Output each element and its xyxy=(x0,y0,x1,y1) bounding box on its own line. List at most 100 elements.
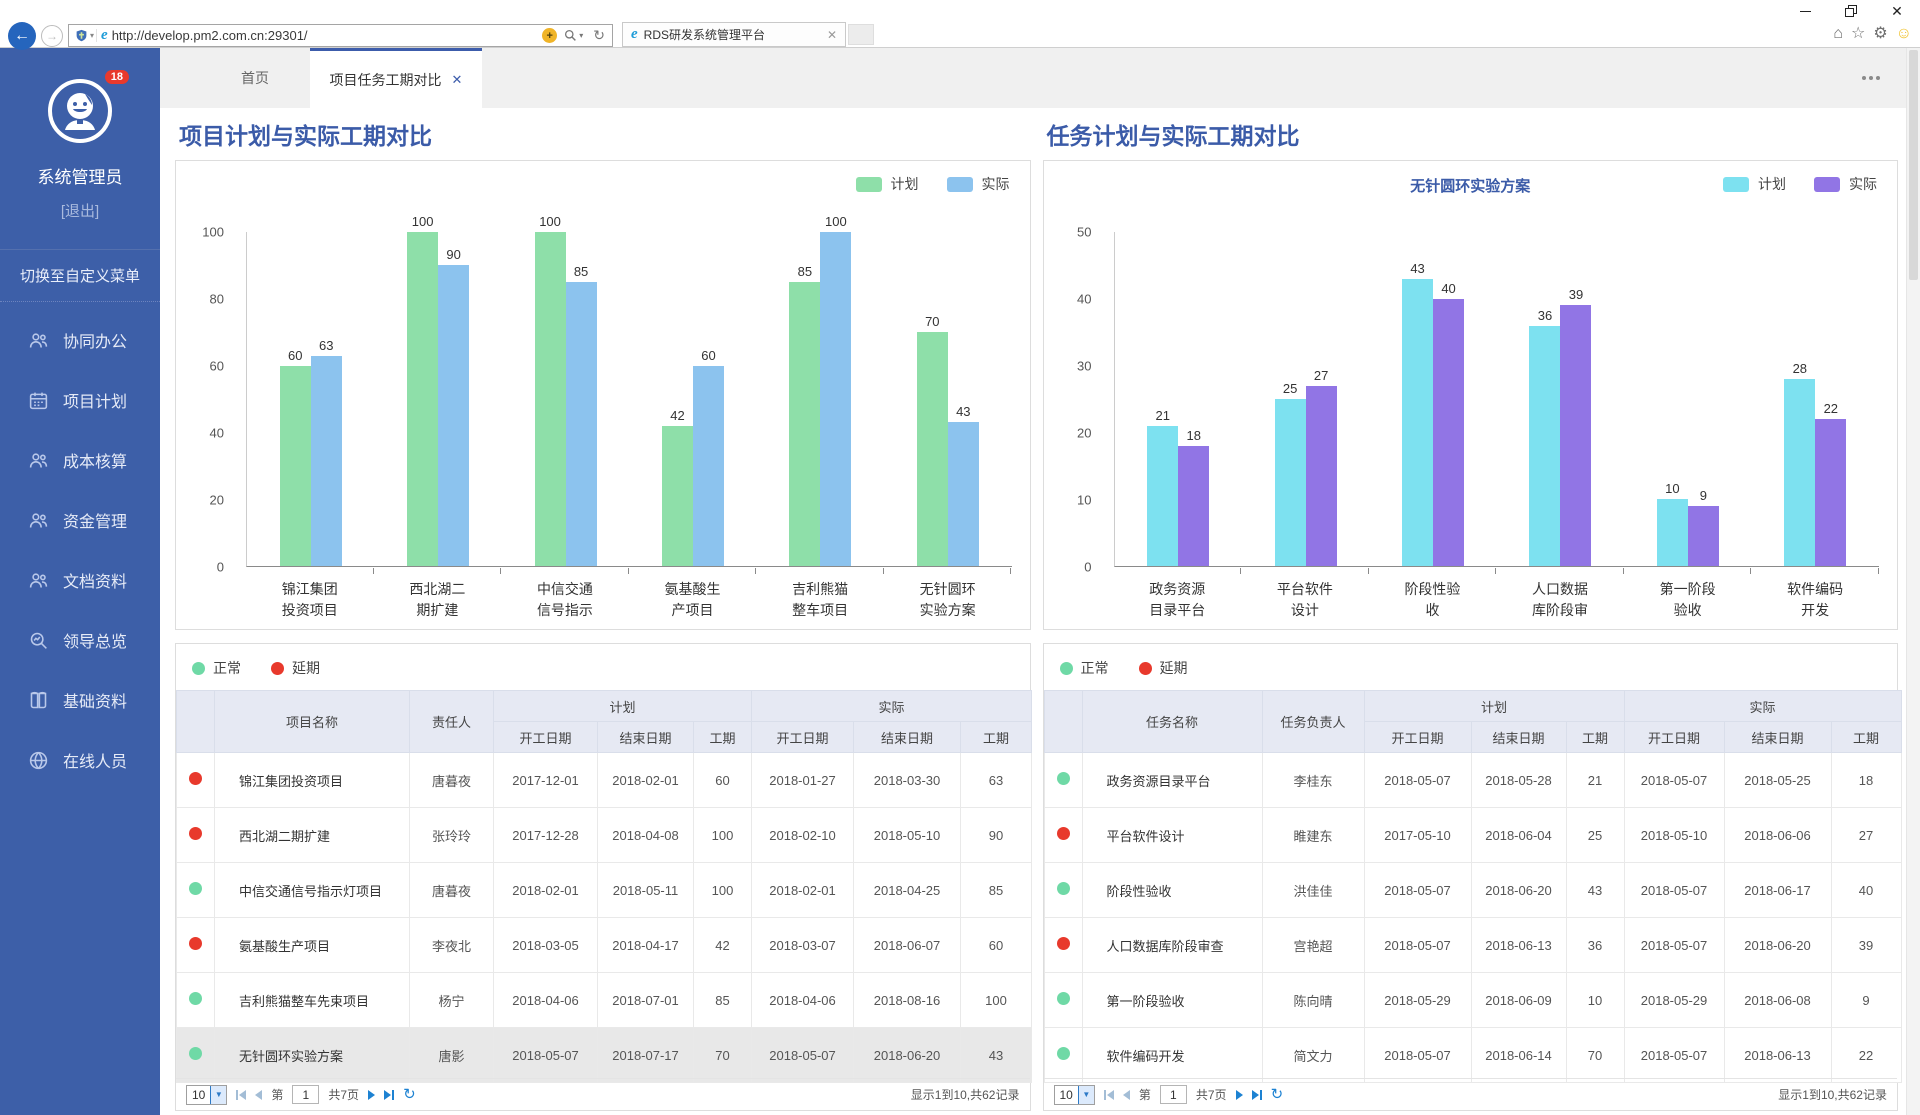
first-page-button[interactable] xyxy=(1104,1090,1114,1100)
sidebar-item-协同办公[interactable]: 协同办公 xyxy=(0,310,160,370)
column-header: 工期 xyxy=(694,722,752,753)
table-row[interactable]: 软件编码开发简文力2018-05-072018-06-14702018-05-0… xyxy=(1044,1028,1901,1083)
table-row[interactable]: 政务资源目录平台李桂东2018-05-072018-05-28212018-05… xyxy=(1044,753,1901,808)
last-page-button[interactable] xyxy=(384,1090,394,1100)
content: 项目计划与实际工期对比 计划实际020406080100606310090100… xyxy=(175,108,1898,1111)
tab-project-task-duration[interactable]: 项目任务工期对比 ✕ xyxy=(310,48,482,108)
next-page-button[interactable] xyxy=(1236,1090,1243,1100)
bar-group: 3639 xyxy=(1497,232,1624,566)
feedback-smiley-icon[interactable]: ☺ xyxy=(1896,26,1912,42)
bar-group: 6063 xyxy=(247,232,374,566)
bar-实际 xyxy=(1688,506,1719,566)
first-page-button[interactable] xyxy=(236,1090,246,1100)
table-row[interactable]: 无针圆环实验方案唐影2018-05-072018-07-17702018-05-… xyxy=(177,1028,1032,1083)
close-window-button[interactable]: ✕ xyxy=(1874,0,1920,22)
value-cell: 36 xyxy=(1566,918,1624,973)
table-row[interactable]: 吉利熊猫整车先束项目杨宁2018-04-062018-07-01852018-0… xyxy=(177,973,1032,1028)
page-size-value: 10 xyxy=(1055,1086,1078,1104)
table-row[interactable]: 第一阶段验收陈向晴2018-05-292018-06-09102018-05-2… xyxy=(1044,973,1901,1028)
refresh-button[interactable]: ↻ xyxy=(590,27,608,44)
browser-tab[interactable]: e RDS研发系统管理平台 ✕ xyxy=(622,22,846,47)
scrollbar-thumb[interactable] xyxy=(1909,50,1918,280)
previous-page-button[interactable] xyxy=(255,1090,262,1100)
y-tick-label: 10 xyxy=(1077,493,1091,508)
value-cell: 李桂东 xyxy=(1262,753,1364,808)
table-row[interactable]: 氨基酸生产项目李夜北2018-03-052018-04-17422018-03-… xyxy=(177,918,1032,973)
sidebar-item-成本核算[interactable]: 成本核算 xyxy=(0,430,160,490)
bar-计划 xyxy=(535,232,566,566)
sidebar-item-领导总览[interactable]: 领导总览 xyxy=(0,610,160,670)
bar-column: 43 xyxy=(1402,232,1433,566)
table-row[interactable]: 西北湖二期扩建张玲玲2017-12-282018-04-081002018-02… xyxy=(177,808,1032,863)
sidebar-item-文档资料[interactable]: 文档资料 xyxy=(0,550,160,610)
table-row[interactable]: 人口数据库阶段审查宫艳超2018-05-072018-06-13362018-0… xyxy=(1044,918,1901,973)
tab-close-icon[interactable]: ✕ xyxy=(827,28,837,42)
bar-实际 xyxy=(1306,386,1337,566)
back-button[interactable]: ← xyxy=(8,22,36,50)
sidebar-item-资金管理[interactable]: 资金管理 xyxy=(0,490,160,550)
name-cell: 西北湖二期扩建 xyxy=(215,808,410,863)
restore-button[interactable] xyxy=(1828,0,1874,22)
bar-value-label: 90 xyxy=(446,247,460,262)
next-page-button[interactable] xyxy=(368,1090,375,1100)
task-table-panel: 正常延期任务名称任务负责人计划实际开工日期结束日期工期开工日期结束日期工期政务资… xyxy=(1043,643,1899,1111)
page-size-select[interactable]: 10▼ xyxy=(1054,1085,1095,1105)
delay-dot-icon xyxy=(189,827,202,840)
page-number-input[interactable] xyxy=(1160,1085,1187,1104)
ie-logo-icon: e xyxy=(101,27,108,44)
table-row[interactable]: 锦江集团投资项目唐暮夜2017-12-012018-02-01602018-01… xyxy=(177,753,1032,808)
value-cell: 100 xyxy=(694,863,752,918)
y-tick-label: 20 xyxy=(210,493,224,508)
value-cell: 43 xyxy=(961,1028,1032,1083)
page-size-select[interactable]: 10▼ xyxy=(186,1085,227,1105)
records-summary: 显示1到10,共62记录 xyxy=(1778,1086,1887,1103)
refresh-table-button[interactable]: ↻ xyxy=(1271,1087,1284,1102)
avatar[interactable]: 18 xyxy=(47,78,113,149)
page-scrollbar[interactable] xyxy=(1906,48,1920,1115)
address-bar[interactable]: ▾ e http://develop.pm2.com.cn:29301/ + ▾… xyxy=(68,24,613,47)
bar-column: 18 xyxy=(1178,232,1209,566)
page-number-input[interactable] xyxy=(292,1085,319,1104)
status-legend-normal: 正常 xyxy=(1060,658,1109,678)
site-shield-button[interactable]: ▾ xyxy=(73,29,97,42)
bar-value-label: 85 xyxy=(798,264,812,279)
tab-close-icon[interactable]: ✕ xyxy=(452,72,463,88)
value-cell: 2018-06-04 xyxy=(1471,808,1566,863)
value-cell: 85 xyxy=(694,973,752,1028)
x-category-label: 阶段性验 收 xyxy=(1369,579,1497,621)
table-row[interactable]: 阶段性验收洪佳佳2018-05-072018-06-20432018-05-07… xyxy=(1044,863,1901,918)
sidebar-item-基础资料[interactable]: 基础资料 xyxy=(0,670,160,730)
bar-value-label: 10 xyxy=(1665,481,1679,496)
value-cell: 2018-05-29 xyxy=(1624,973,1724,1028)
search-button[interactable]: ▾ xyxy=(561,29,586,42)
home-icon[interactable]: ⌂ xyxy=(1833,26,1843,42)
close-icon: ✕ xyxy=(1891,4,1903,18)
tab-home[interactable]: 首页 xyxy=(200,48,310,108)
last-page-button[interactable] xyxy=(1252,1090,1262,1100)
column-header: 开工日期 xyxy=(1364,722,1471,753)
table-row[interactable]: 平台软件设计睢建东2017-05-102018-06-04252018-05-1… xyxy=(1044,808,1901,863)
switch-menu-button[interactable]: 切换至自定义菜单 xyxy=(0,249,160,302)
x-category-label: 人口数据 库阶段审 xyxy=(1496,579,1624,621)
sidebar-item-项目计划[interactable]: 项目计划 xyxy=(0,370,160,430)
legend-label: 计划 xyxy=(1758,174,1786,194)
sidebar-item-在线人员[interactable]: 在线人员 xyxy=(0,730,160,790)
bar-column: 85 xyxy=(566,232,597,566)
logout-link[interactable]: [退出] xyxy=(0,200,160,221)
previous-page-button[interactable] xyxy=(1123,1090,1130,1100)
plot-area: 21182527434036391092822 xyxy=(1114,232,1880,567)
compatibility-view-icon[interactable]: + xyxy=(542,28,557,43)
refresh-table-button[interactable]: ↻ xyxy=(403,1087,416,1102)
user-avatar-icon xyxy=(47,78,113,144)
settings-gear-icon[interactable]: ⚙ xyxy=(1873,26,1887,42)
new-tab-button[interactable] xyxy=(848,24,874,45)
x-category-label: 吉利熊猫 整车项目 xyxy=(756,579,884,621)
more-menu-icon[interactable] xyxy=(1862,76,1880,80)
bar-value-label: 39 xyxy=(1569,287,1583,302)
forward-button[interactable]: → xyxy=(41,25,63,47)
url-text[interactable]: http://develop.pm2.com.cn:29301/ xyxy=(112,28,539,43)
favorites-star-icon[interactable]: ☆ xyxy=(1851,26,1865,42)
bar-value-label: 43 xyxy=(1410,261,1424,276)
table-row[interactable]: 中信交通信号指示灯项目唐暮夜2018-02-012018-05-11100201… xyxy=(177,863,1032,918)
minimize-button[interactable] xyxy=(1782,0,1828,22)
